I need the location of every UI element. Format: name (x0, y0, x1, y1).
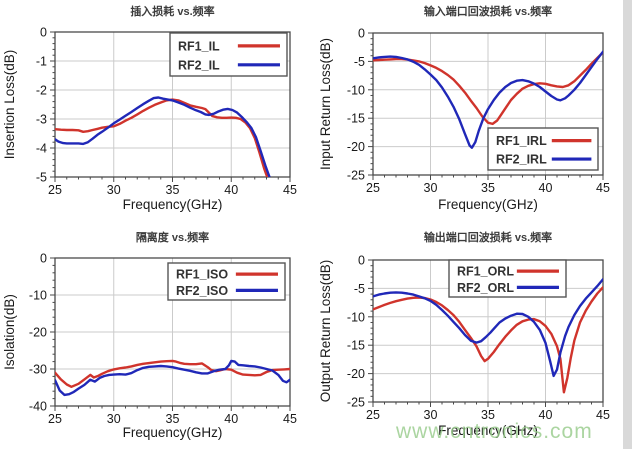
plot-border (372, 32, 604, 176)
y-tick-label: -20 (347, 140, 365, 154)
plot-border (54, 257, 291, 407)
y-tick-label: -3 (36, 113, 47, 127)
y-tick-label: -1 (36, 55, 47, 69)
legend-label-RF1_IL: RF1_IL (178, 39, 220, 53)
chart-isolation: 25 30 35 40 45 0 -10 -20 -30 -40 隔离度 vs.频率 Frequenc… (2, 230, 297, 440)
chart-title: 隔离度 vs.频率 (136, 230, 209, 244)
x-tick-label: 25 (366, 181, 380, 195)
y-tick-label: -25 (347, 169, 365, 183)
curve-RF2_ISO (55, 359, 290, 397)
y-tick-label: -10 (29, 289, 47, 303)
x-axis-label: Frequency(GHz) (438, 197, 538, 212)
x-axis-label: Frequency(GHz) (123, 425, 223, 440)
x-tick-label: 40 (224, 412, 238, 426)
y-tick-label: -30 (29, 363, 47, 377)
x-tick-label: 45 (596, 408, 610, 422)
x-axis-label: Frequency(GHz) (123, 197, 223, 212)
x-tick-label: 30 (107, 412, 121, 426)
watermark-text: www.cntronics.com (396, 420, 593, 443)
chart-title: 输入端口回波损耗 vs.频率 (424, 4, 552, 18)
y-tick-label: -10 (347, 83, 365, 97)
x-tick-label: 30 (424, 181, 438, 195)
x-tick-label: 25 (48, 183, 62, 197)
legend-label-RF2_ISO: RF2_ISO (176, 284, 228, 298)
y-tick-label: -5 (354, 282, 365, 296)
x-tick-label: 35 (166, 412, 180, 426)
plot-border (54, 31, 291, 178)
y-tick-label: -40 (29, 400, 47, 414)
y-axis-label: Isolation(dB) (2, 294, 17, 370)
x-tick-label: 45 (283, 412, 297, 426)
legend-label-RF2_IL: RF2_IL (178, 58, 220, 72)
chart-title: 输出端口回波损耗 vs.频率 (424, 230, 552, 244)
legend-label-RF1_ORL: RF1_ORL (457, 265, 514, 279)
legend-label-RF2_IRL: RF2_IRL (496, 153, 547, 167)
x-tick-label: 35 (166, 183, 180, 197)
x-tick-label: 30 (107, 183, 121, 197)
curve-RF2_IL (55, 96, 271, 177)
x-tick-label: 25 (366, 408, 380, 422)
x-tick-label: 45 (596, 181, 610, 195)
y-tick-label: -15 (347, 112, 365, 126)
y-tick-label: -5 (36, 171, 47, 185)
x-tick-label: 35 (481, 408, 495, 422)
x-tick-label: 35 (481, 181, 495, 195)
x-tick-label: 40 (539, 408, 553, 422)
y-axis-label: Insertion Loss(dB) (2, 50, 17, 160)
y-tick-label: 0 (358, 254, 365, 268)
y-tick-label: -5 (354, 55, 365, 69)
legend-box (167, 262, 286, 301)
x-tick-label: 30 (424, 408, 438, 422)
x-tick-label: 25 (48, 412, 62, 426)
x-tick-label: 45 (283, 183, 297, 197)
chart-output-return-loss: 25 30 35 40 45 0 -5 -10 -15 -20 -25 输出端口回波损耗 vs.频率 F… (318, 230, 610, 438)
x-tick-label: 40 (224, 183, 238, 197)
y-tick-label: 0 (40, 26, 47, 40)
chart-insertion-loss: 25 30 35 40 45 0 -1 -2 -3 -4 -5 插入损耗 vs.频率 Frequency… (2, 4, 297, 212)
x-tick-label: 40 (539, 181, 553, 195)
legend-box (448, 259, 567, 298)
curve-RF2_ORL (373, 278, 603, 378)
y-tick-label: -15 (347, 339, 365, 353)
legend-box (487, 127, 599, 171)
y-tick-label: -20 (347, 367, 365, 381)
legend-label-RF2_ORL: RF2_ORL (457, 281, 514, 295)
chart-title: 插入损耗 vs.频率 (130, 4, 214, 18)
y-tick-label: -25 (347, 396, 365, 410)
curve-RF1_ISO (55, 359, 290, 389)
legend-box (169, 32, 288, 77)
y-tick-label: 0 (358, 27, 365, 41)
legend-label-RF1_ISO: RF1_ISO (176, 268, 228, 282)
curve-RF1_ORL (373, 286, 603, 394)
y-tick-label: -20 (29, 326, 47, 340)
chart-input-return-loss: 25 30 35 40 45 0 -5 -10 -15 -20 -25 输入端口回波损耗 vs.频率 F… (318, 4, 610, 212)
y-axis-label: Input Return Loss(dB) (318, 38, 333, 170)
y-tick-label: 0 (40, 252, 47, 266)
curve-RF2_IRL (373, 50, 603, 149)
y-tick-label: -4 (36, 142, 47, 156)
y-tick-label: -10 (347, 310, 365, 324)
y-axis-label: Output Return Loss(dB) (318, 260, 333, 403)
legend-label-RF1_IRL: RF1_IRL (496, 134, 547, 148)
screen-edge-band (623, 0, 632, 449)
y-tick-label: -2 (36, 84, 47, 98)
x-axis-label: Frequency(GHz) (438, 423, 538, 438)
